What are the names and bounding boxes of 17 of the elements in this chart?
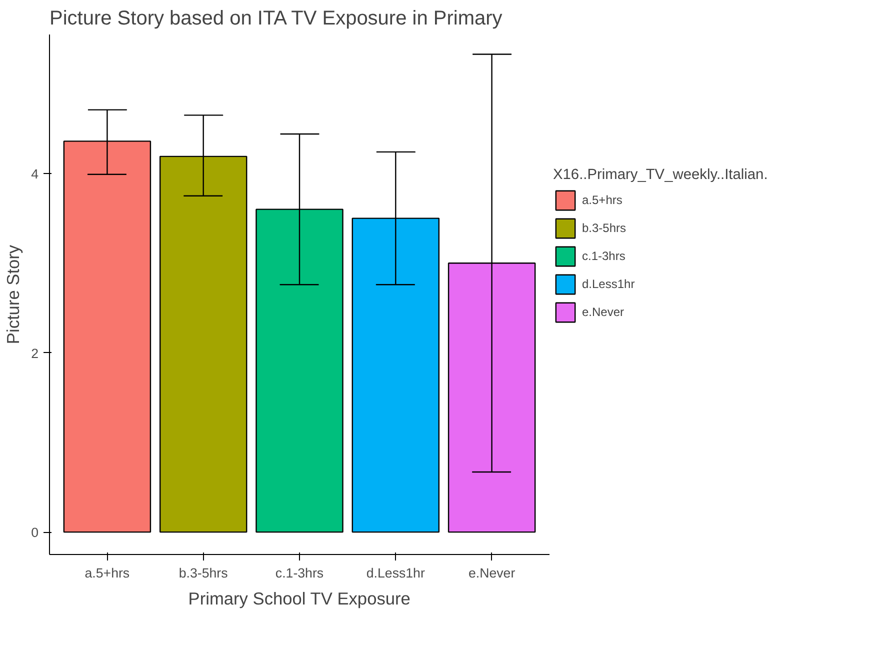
legend-label: c.1-3hrs — [582, 249, 626, 263]
legend-title: X16..Primary_TV_weekly..Italian. — [553, 167, 768, 183]
chart-title: Picture Story based on ITA TV Exposure in Primary — [50, 8, 502, 30]
y-tick-label: 2 — [31, 346, 39, 361]
x-tick-label: e.Never — [468, 566, 516, 580]
y-tick-label: 0 — [31, 525, 39, 540]
legend-label: b.3-5hrs — [582, 221, 626, 235]
y-tick-label: 4 — [31, 166, 40, 182]
x-tick-label: a.5+hrs — [84, 566, 130, 580]
legend-label: d.Less1hr — [582, 277, 635, 291]
legend-label: e.Never — [582, 305, 624, 319]
x-tick-label: c.1-3hrs — [275, 566, 324, 580]
x-tick-label: b.3-5hrs — [178, 566, 228, 580]
y-axis-title: Picture Story — [3, 244, 24, 344]
x-tick-label: d.Less1hr — [366, 566, 426, 580]
x-axis-title: Primary School TV Exposure — [188, 588, 410, 608]
legend-label: a.5+hrs — [582, 193, 622, 207]
